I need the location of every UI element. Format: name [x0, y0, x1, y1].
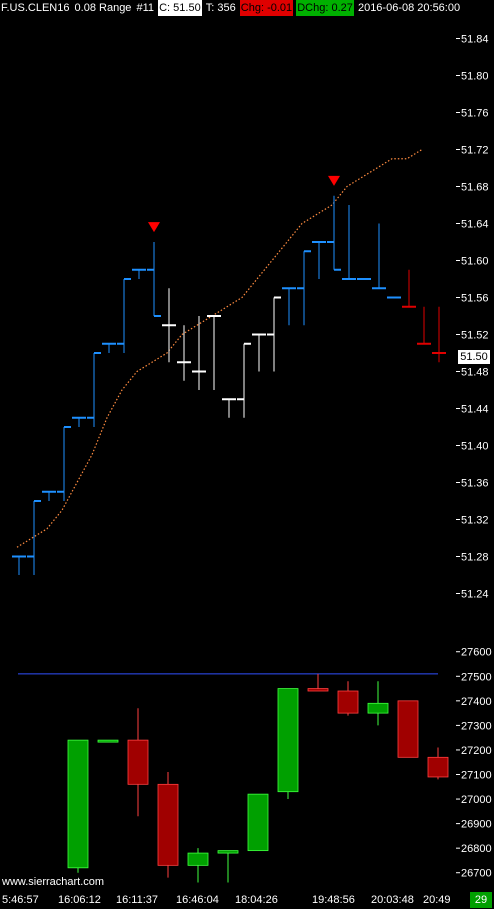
signal-marker: [328, 175, 340, 186]
daily-change-label: DChg: 0.27: [296, 0, 354, 16]
signal-marker: [148, 222, 160, 233]
price-tick-label: 51.40: [461, 441, 489, 453]
price-tick-label: 51.52: [461, 330, 489, 342]
study-candle-body: [67, 739, 89, 869]
price-tick-label: 51.36: [461, 478, 489, 490]
scroll-badge[interactable]: 29: [470, 892, 492, 908]
study-tick-label: 27000: [461, 794, 492, 806]
study-candle-body: [187, 852, 209, 866]
time-axis-label: 20:49: [423, 894, 451, 906]
study-candle-body: [337, 690, 359, 714]
study-tick-label: 27400: [461, 696, 492, 708]
time-axis-label: 5:46:57: [2, 894, 39, 906]
price-tick-label: 51.44: [461, 404, 489, 416]
study-tick-label: 26900: [461, 819, 492, 831]
study-candle-body: [97, 739, 119, 743]
study-candle-body: [157, 783, 179, 866]
study-tick-label: 26700: [461, 868, 492, 880]
time-axis-label: 19:48:56: [312, 894, 355, 906]
moving-average-line: [16, 148, 423, 548]
study-candle-body: [397, 700, 419, 758]
time-axis-label: 20:03:48: [371, 894, 414, 906]
study-candle-body: [367, 702, 389, 714]
study-tick-label: 27200: [461, 745, 492, 757]
price-tick-label: 51.32: [461, 515, 489, 527]
study-candle-body: [277, 688, 299, 793]
price-tick-label: 51.28: [461, 552, 489, 564]
study-candle-body: [217, 850, 239, 854]
watermark: www.sierrachart.com: [2, 876, 105, 888]
time-axis-label: 16:11:37: [116, 894, 159, 906]
price-tick-label: 51.56: [461, 293, 489, 305]
price-tick-label: 51.24: [461, 589, 489, 601]
study-tick-label: 27600: [461, 647, 492, 659]
price-tick-label: 51.76: [461, 108, 489, 120]
study-candle-body: [247, 793, 269, 852]
price-tick-label: 51.68: [461, 182, 489, 194]
time-axis: 5:46:57 16:06:12 16:11:37 16:46:04 18:04:26 1…: [0, 892, 494, 909]
bar-number-label: #11: [136, 2, 155, 14]
ticks-label: T: 356: [205, 2, 236, 14]
chart-header: F.US.CLEN16 0.08 Range #11 C: 51.50 T: 3…: [0, 0, 494, 16]
price-tick-label: 51.64: [461, 219, 489, 231]
price-tick-label: 51.72: [461, 145, 489, 157]
study-candle-body: [127, 739, 149, 785]
close-label: C: 51.50: [158, 0, 202, 16]
last-price-badge: 51.50: [458, 350, 490, 364]
price-tick-label: 51.48: [461, 367, 489, 379]
symbol-label: F.US.CLEN16: [1, 2, 70, 14]
price-tick-label: 51.80: [461, 71, 489, 83]
time-axis-label: 18:04:26: [235, 894, 278, 906]
price-tick-label: 51.60: [461, 256, 489, 268]
bar-type-label: 0.08 Range: [74, 2, 132, 14]
study-tick-label: 27300: [461, 720, 492, 732]
price-tick-label: 51.84: [461, 34, 489, 46]
study-tick-label: 26800: [461, 843, 492, 855]
time-axis-label: 16:46:04: [176, 894, 219, 906]
study-candle-body: [427, 756, 449, 778]
change-label: Chg: -0.01: [239, 0, 294, 16]
time-axis-label: 16:06:12: [58, 894, 101, 906]
datetime-label: 2016-06-08 20:56:00: [357, 2, 461, 14]
study-candle-body: [307, 688, 329, 692]
study-tick-label: 27500: [461, 671, 492, 683]
study-tick-label: 27100: [461, 770, 492, 782]
